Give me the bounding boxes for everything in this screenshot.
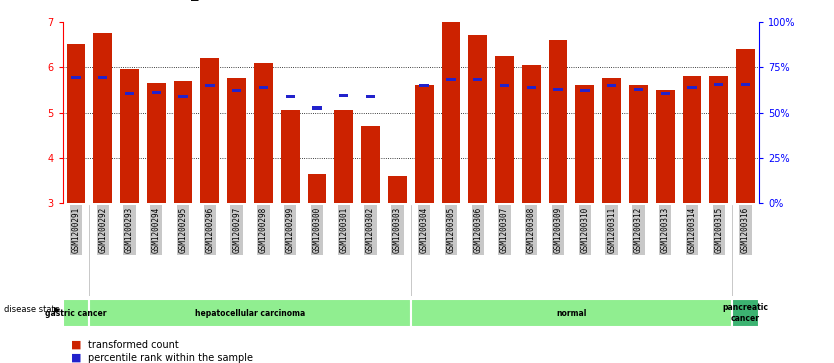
Bar bbox=[656, 90, 675, 203]
Bar bbox=[98, 76, 108, 79]
Bar bbox=[446, 78, 455, 81]
Text: GSM1200310: GSM1200310 bbox=[580, 207, 590, 253]
Text: GSM1200295: GSM1200295 bbox=[178, 207, 188, 253]
Bar bbox=[554, 88, 563, 91]
Bar bbox=[93, 33, 112, 203]
Bar bbox=[388, 176, 407, 203]
Text: GSM1200305: GSM1200305 bbox=[446, 207, 455, 253]
Bar bbox=[334, 110, 353, 203]
Text: GSM1200307: GSM1200307 bbox=[500, 207, 509, 253]
Text: GSM1200308: GSM1200308 bbox=[527, 207, 535, 253]
Text: GSM1200309: GSM1200309 bbox=[554, 207, 563, 253]
Bar bbox=[205, 84, 214, 87]
Text: GSM1200291: GSM1200291 bbox=[72, 207, 80, 253]
Bar bbox=[580, 89, 590, 92]
Bar bbox=[687, 86, 696, 89]
Text: GSM1200304: GSM1200304 bbox=[420, 207, 429, 253]
Text: GSM1200311: GSM1200311 bbox=[607, 207, 616, 253]
Bar bbox=[71, 76, 81, 79]
Bar bbox=[178, 95, 188, 98]
Text: GSM1200300: GSM1200300 bbox=[313, 207, 321, 253]
Text: GSM1200299: GSM1200299 bbox=[286, 207, 294, 253]
Text: GSM1200306: GSM1200306 bbox=[473, 207, 482, 253]
Bar bbox=[285, 95, 295, 98]
Bar bbox=[259, 86, 268, 89]
Bar bbox=[575, 85, 594, 203]
Bar bbox=[366, 95, 375, 98]
Bar bbox=[469, 36, 487, 203]
Bar bbox=[522, 65, 540, 203]
Text: gastric cancer: gastric cancer bbox=[45, 309, 107, 318]
Text: GSM1200312: GSM1200312 bbox=[634, 207, 643, 253]
Text: GSM1200298: GSM1200298 bbox=[259, 207, 268, 253]
Bar bbox=[411, 299, 732, 327]
Bar bbox=[120, 69, 139, 203]
Bar bbox=[634, 88, 643, 91]
Text: GSM1200294: GSM1200294 bbox=[152, 207, 161, 253]
Text: GSM1200316: GSM1200316 bbox=[741, 207, 750, 253]
Bar bbox=[602, 78, 621, 203]
Text: GSM1200293: GSM1200293 bbox=[125, 207, 134, 253]
Bar bbox=[147, 83, 166, 203]
Text: GSM1200292: GSM1200292 bbox=[98, 207, 108, 253]
Bar bbox=[200, 58, 219, 203]
Bar bbox=[549, 40, 567, 203]
Bar bbox=[682, 76, 701, 203]
Bar bbox=[152, 90, 161, 94]
Bar bbox=[228, 78, 246, 203]
Text: normal: normal bbox=[556, 309, 586, 318]
Text: ■: ■ bbox=[71, 352, 82, 363]
Bar bbox=[736, 49, 755, 203]
Bar bbox=[420, 84, 429, 87]
Bar bbox=[254, 63, 273, 203]
Bar bbox=[339, 94, 349, 97]
Text: disease state: disease state bbox=[4, 305, 60, 314]
Bar bbox=[312, 106, 322, 110]
Bar bbox=[361, 126, 380, 203]
Text: hepatocellular carcinoma: hepatocellular carcinoma bbox=[195, 309, 305, 318]
Bar bbox=[173, 81, 193, 203]
Text: GSM1200297: GSM1200297 bbox=[232, 207, 241, 253]
Text: GSM1200315: GSM1200315 bbox=[714, 207, 723, 253]
Bar bbox=[125, 92, 134, 95]
Text: GSM1200301: GSM1200301 bbox=[339, 207, 349, 253]
Bar bbox=[308, 174, 326, 203]
Bar bbox=[89, 299, 411, 327]
Bar bbox=[741, 83, 751, 86]
Bar bbox=[629, 85, 648, 203]
Bar bbox=[526, 86, 536, 89]
Bar bbox=[500, 84, 510, 87]
Bar bbox=[732, 299, 759, 327]
Text: GSM1200313: GSM1200313 bbox=[661, 207, 670, 253]
Text: pancreatic
cancer: pancreatic cancer bbox=[722, 303, 769, 323]
Bar bbox=[473, 78, 482, 81]
Text: ▶: ▶ bbox=[54, 305, 61, 314]
Bar bbox=[607, 84, 616, 87]
Text: GSM1200302: GSM1200302 bbox=[366, 207, 375, 253]
Bar bbox=[67, 45, 85, 203]
Text: GSM1200314: GSM1200314 bbox=[687, 207, 696, 253]
Text: GSM1200303: GSM1200303 bbox=[393, 207, 402, 253]
Bar bbox=[232, 89, 241, 92]
Text: ■: ■ bbox=[71, 340, 82, 350]
Text: transformed count: transformed count bbox=[88, 340, 178, 350]
Bar bbox=[495, 56, 514, 203]
Bar bbox=[441, 22, 460, 203]
Bar bbox=[661, 92, 670, 95]
Bar bbox=[281, 110, 299, 203]
Text: GSM1200296: GSM1200296 bbox=[205, 207, 214, 253]
Text: percentile rank within the sample: percentile rank within the sample bbox=[88, 352, 253, 363]
Bar bbox=[414, 85, 434, 203]
Bar bbox=[714, 83, 723, 86]
Bar bbox=[63, 299, 89, 327]
Bar bbox=[710, 76, 728, 203]
